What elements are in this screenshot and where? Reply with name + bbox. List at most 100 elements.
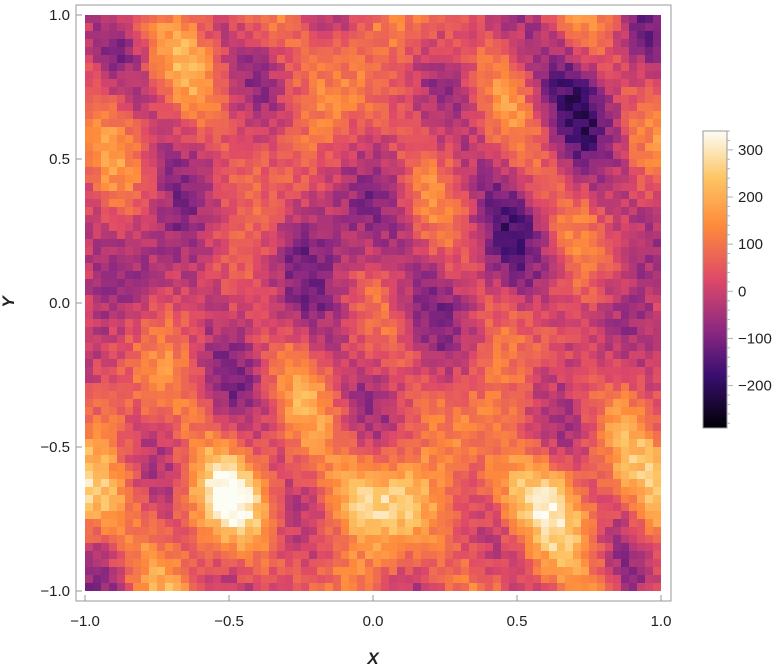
- heatmap-cell: [533, 575, 542, 584]
- heatmap-cell: [437, 391, 446, 400]
- heatmap-cell: [125, 495, 134, 504]
- heatmap-cell: [629, 47, 638, 56]
- heatmap-cell: [637, 231, 646, 240]
- heatmap-cell: [181, 343, 190, 352]
- heatmap-cell: [285, 143, 294, 152]
- heatmap-cell: [173, 87, 182, 96]
- heatmap-cell: [325, 95, 334, 104]
- heatmap-cell: [421, 343, 430, 352]
- heatmap-cell: [445, 247, 454, 256]
- heatmap-cell: [245, 39, 254, 48]
- heatmap-cell: [517, 367, 526, 376]
- heatmap-cell: [165, 519, 174, 528]
- heatmap-cell: [117, 503, 126, 512]
- heatmap-cell: [269, 543, 278, 552]
- heatmap-cell: [309, 135, 318, 144]
- heatmap-cell: [581, 167, 590, 176]
- heatmap-cell: [605, 207, 614, 216]
- heatmap-cell: [253, 311, 262, 320]
- heatmap-cell: [525, 511, 534, 520]
- heatmap-cell: [205, 543, 214, 552]
- heatmap-cell: [501, 223, 510, 232]
- heatmap-cell: [389, 151, 398, 160]
- heatmap-cell: [413, 559, 422, 568]
- heatmap-cell: [493, 463, 502, 472]
- heatmap-cell: [405, 135, 414, 144]
- heatmap-cell: [285, 191, 294, 200]
- heatmap-cell: [117, 15, 126, 24]
- heatmap-cell: [221, 487, 230, 496]
- heatmap-cell: [389, 567, 398, 576]
- heatmap-cell: [469, 71, 478, 80]
- heatmap-cell: [285, 471, 294, 480]
- heatmap-cell: [253, 479, 262, 488]
- heatmap-cell: [205, 199, 214, 208]
- heatmap-cell: [269, 575, 278, 584]
- heatmap-cell: [245, 71, 254, 80]
- heatmap-cell: [637, 71, 646, 80]
- heatmap-cell: [413, 511, 422, 520]
- heatmap-cell: [589, 199, 598, 208]
- heatmap-cell: [589, 271, 598, 280]
- heatmap-cell: [117, 327, 126, 336]
- heatmap-cell: [389, 439, 398, 448]
- heatmap-cell: [437, 343, 446, 352]
- heatmap-cell: [565, 63, 574, 72]
- heatmap-cell: [349, 479, 358, 488]
- heatmap-cell: [213, 63, 222, 72]
- heatmap-cell: [597, 511, 606, 520]
- heatmap-cell: [117, 455, 126, 464]
- heatmap-cell: [253, 143, 262, 152]
- heatmap-cell: [397, 71, 406, 80]
- heatmap-cell: [117, 471, 126, 480]
- heatmap-cell: [589, 63, 598, 72]
- heatmap-cell: [437, 527, 446, 536]
- heatmap-cell: [509, 239, 518, 248]
- heatmap-cell: [245, 567, 254, 576]
- heatmap-cell: [405, 479, 414, 488]
- heatmap-cell: [565, 367, 574, 376]
- heatmap-cell: [125, 399, 134, 408]
- heatmap-cell: [317, 583, 326, 591]
- heatmap-cell: [421, 455, 430, 464]
- heatmap-cell: [437, 175, 446, 184]
- heatmap-cell: [525, 271, 534, 280]
- heatmap-cell: [317, 303, 326, 312]
- heatmap-cell: [341, 31, 350, 40]
- heatmap-cell: [165, 279, 174, 288]
- heatmap-cell: [117, 319, 126, 328]
- heatmap-cell: [117, 55, 126, 64]
- heatmap-cell: [253, 543, 262, 552]
- heatmap-cell: [621, 239, 630, 248]
- heatmap-cell: [173, 199, 182, 208]
- heatmap-cell: [117, 199, 126, 208]
- heatmap-cell: [181, 79, 190, 88]
- heatmap-cell: [221, 535, 230, 544]
- heatmap-cell: [333, 583, 342, 591]
- heatmap-cell: [133, 231, 142, 240]
- heatmap-cell: [277, 407, 286, 416]
- heatmap-cell: [317, 359, 326, 368]
- heatmap-cell: [149, 183, 158, 192]
- heatmap-cell: [629, 231, 638, 240]
- heatmap-cell: [549, 127, 558, 136]
- heatmap-cell: [581, 511, 590, 520]
- heatmap-cell: [365, 319, 374, 328]
- heatmap-cell: [637, 103, 646, 112]
- heatmap-cell: [93, 511, 102, 520]
- heatmap-cell: [437, 279, 446, 288]
- heatmap-cell: [309, 399, 318, 408]
- heatmap-cell: [389, 255, 398, 264]
- heatmap-cell: [317, 279, 326, 288]
- heatmap-cell: [629, 543, 638, 552]
- heatmap-cell: [85, 239, 94, 248]
- heatmap-cell: [229, 551, 238, 560]
- heatmap-cell: [333, 423, 342, 432]
- heatmap-cell: [141, 495, 150, 504]
- heatmap-cell: [637, 239, 646, 248]
- heatmap-cell: [365, 471, 374, 480]
- heatmap-cell: [413, 223, 422, 232]
- heatmap-cell: [437, 207, 446, 216]
- heatmap-cell: [189, 119, 198, 128]
- heatmap-cell: [501, 367, 510, 376]
